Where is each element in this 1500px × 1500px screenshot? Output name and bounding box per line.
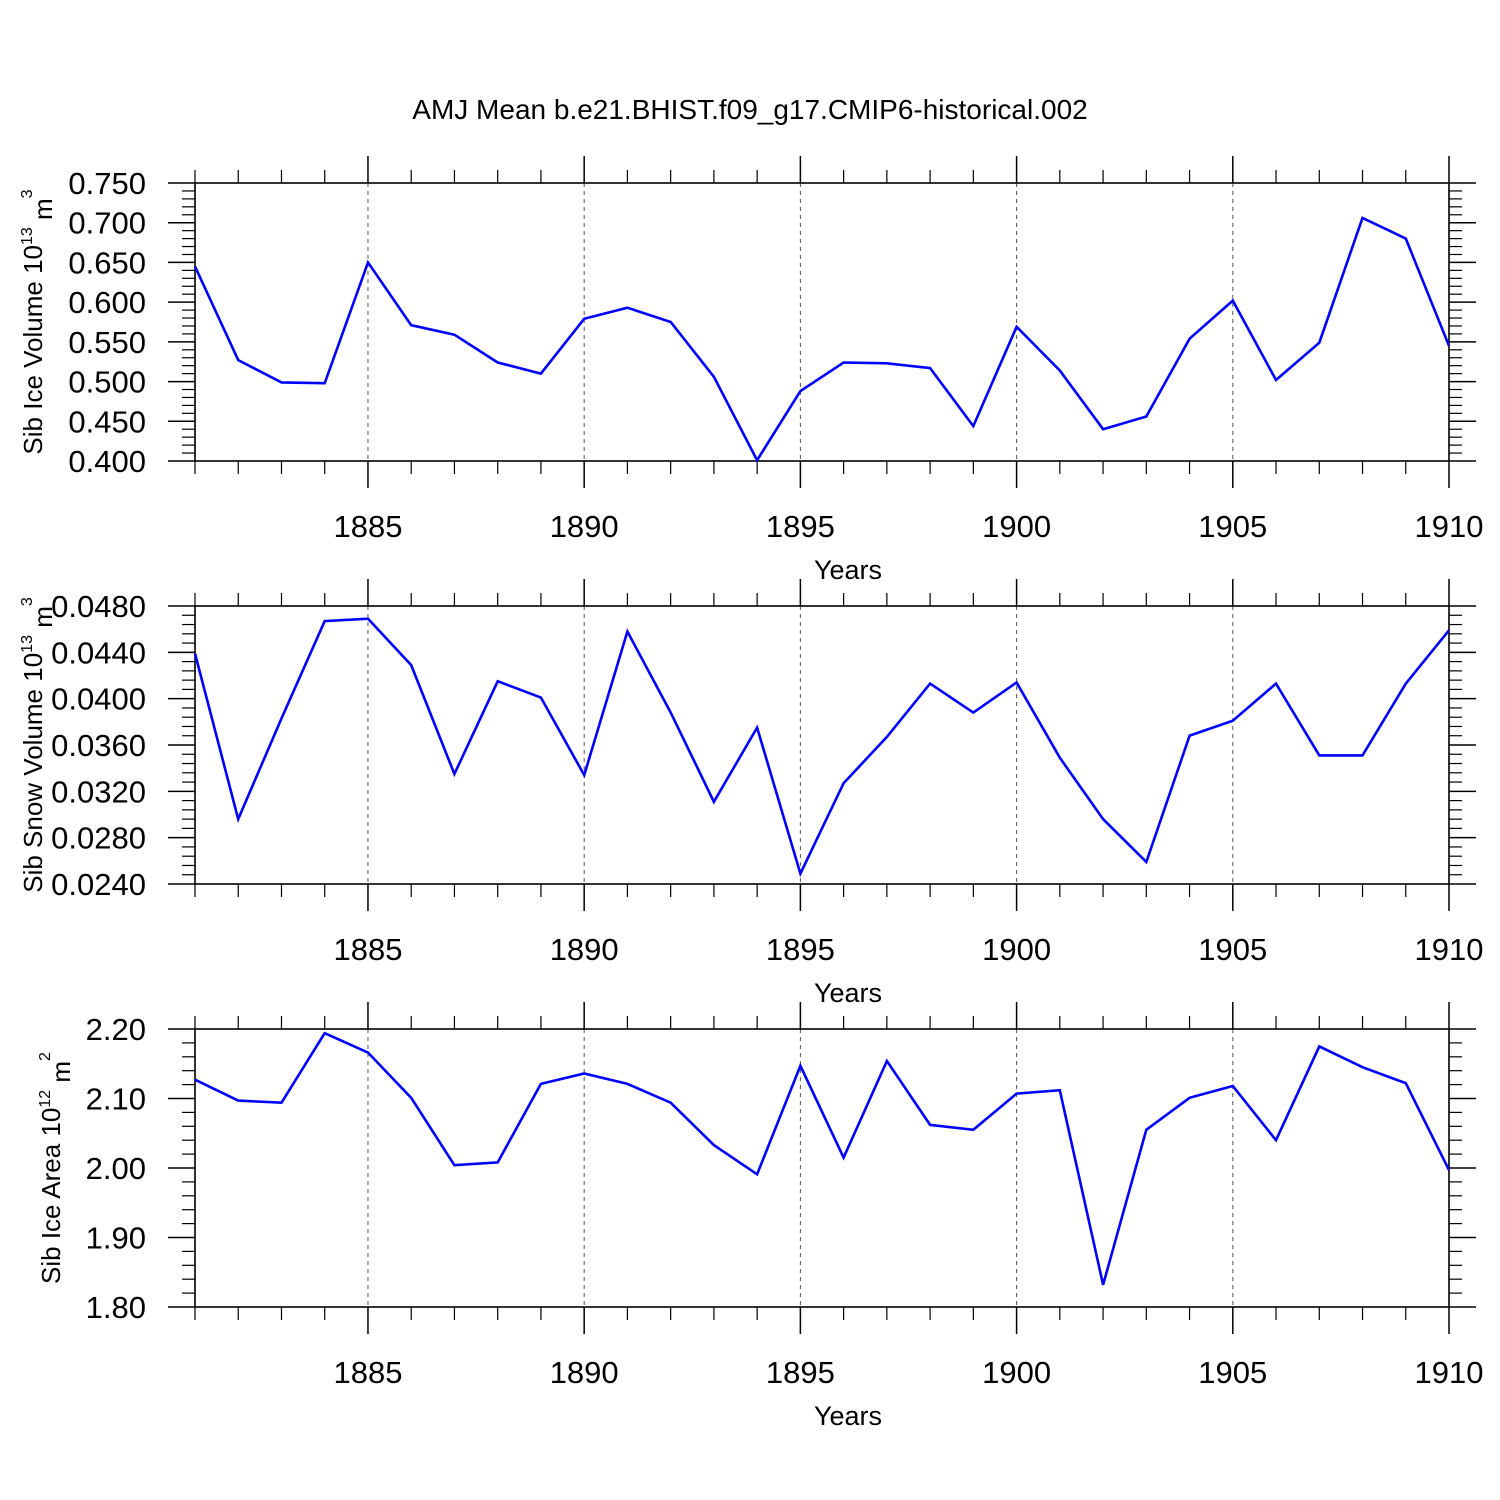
y-tick-label: 0.550 xyxy=(68,325,146,360)
y-tick-label: 0.400 xyxy=(68,444,146,479)
panel-1: 1885 1890 1895 1900 1905 1910 Years 0.400 0.450 0… xyxy=(18,156,1483,585)
x-tick-label: 1890 xyxy=(550,932,619,967)
x-tick-label: 1910 xyxy=(1415,932,1484,967)
x-axis-label: Years xyxy=(814,1401,882,1431)
plot-frame xyxy=(194,182,1450,462)
y-tick-label: 0.450 xyxy=(68,404,146,439)
x-tick-label: 1900 xyxy=(982,1355,1051,1390)
y-axis-label: Sib Snow Volume 1013 m3 xyxy=(18,597,58,893)
y-tick-label: 0.0280 xyxy=(51,821,146,856)
y-axis-label-ylabel-exp: 13 xyxy=(19,227,36,245)
x-tick-label: 1910 xyxy=(1415,509,1484,544)
y-tick-label: 0.0240 xyxy=(51,867,146,902)
y-axis-label-ylabel-main: Sib Ice Area 10 xyxy=(36,1108,66,1284)
panel-3: 1885 1890 1895 1900 1905 1910 Years 1.80 1.90 2.0… xyxy=(36,1002,1483,1431)
x-tick-label: 1885 xyxy=(333,1355,402,1390)
y-tick-label: 0.0440 xyxy=(51,635,146,670)
x-tick-label: 1905 xyxy=(1198,932,1267,967)
y-axis-label-ylabel-unit: m xyxy=(28,198,58,227)
y-tick-label: 1.80 xyxy=(86,1290,146,1325)
series-line-sib-ice-area xyxy=(194,1031,1451,1286)
y-axis-label-ylabel-main: Sib Ice Volume 10 xyxy=(18,245,48,455)
y-axis-label-ylabel-unit-exp: 2 xyxy=(37,1052,54,1061)
y-tick-label: 0.500 xyxy=(68,365,146,400)
y-tick-label: 0.0400 xyxy=(51,682,146,717)
y-tick-label: 0.650 xyxy=(68,245,146,280)
y-axis-label: Sib Ice Volume 1013 m3 xyxy=(18,189,58,454)
y-tick-label: 0.600 xyxy=(68,285,146,320)
y-tick-label: 2.10 xyxy=(86,1082,146,1117)
y-axis-label-ylabel-unit-exp: 3 xyxy=(19,189,36,198)
y-axis-label-ylabel-exp: 13 xyxy=(19,635,36,653)
y-tick-label: 0.0360 xyxy=(51,728,146,763)
x-tick-label: 1895 xyxy=(766,932,835,967)
x-tick-label: 1895 xyxy=(766,1355,835,1390)
x-tick-label: 1890 xyxy=(550,1355,619,1390)
plot-frame xyxy=(194,605,1450,885)
y-axis-label-ylabel-unit-exp: 3 xyxy=(19,597,36,606)
series-line-sib-snow-volume xyxy=(193,617,1451,878)
y-axis-label-ylabel-main: Sib Snow Volume 10 xyxy=(18,653,48,893)
x-tick-label: 1905 xyxy=(1198,509,1267,544)
y-tick-label: 1.90 xyxy=(86,1221,146,1256)
y-tick-label: 0.700 xyxy=(68,206,146,241)
x-tick-label: 1900 xyxy=(982,932,1051,967)
x-tick-label: 1895 xyxy=(766,509,835,544)
series-line-sib-ice-volume xyxy=(193,216,1451,463)
panel-2: 1885 1890 1895 1900 1905 1910 Years 0.0240 0.028… xyxy=(18,579,1483,1008)
y-tick-label: 0.750 xyxy=(68,166,146,201)
x-tick-label: 1885 xyxy=(333,509,402,544)
y-axis-label-ylabel-unit: m xyxy=(28,606,58,635)
y-tick-label: 2.00 xyxy=(86,1151,146,1186)
y-axis-label: Sib Ice Area 1012 m2 xyxy=(36,1052,76,1284)
figure-title: AMJ Mean b.e21.BHIST.f09_g17.CMIP6-histo… xyxy=(412,94,1087,125)
x-tick-label: 1900 xyxy=(982,509,1051,544)
y-axis-label-ylabel-exp: 12 xyxy=(37,1090,54,1108)
y-axis-label-ylabel-unit: m xyxy=(46,1061,76,1090)
x-tick-label: 1890 xyxy=(550,509,619,544)
y-tick-label: 0.0480 xyxy=(51,589,146,624)
x-tick-label: 1910 xyxy=(1415,1355,1484,1390)
x-tick-label: 1885 xyxy=(333,932,402,967)
x-tick-label: 1905 xyxy=(1198,1355,1267,1390)
x-axis-label: Years xyxy=(814,555,882,585)
y-tick-label: 2.20 xyxy=(86,1012,146,1047)
x-axis-label: Years xyxy=(814,978,882,1008)
y-tick-label: 0.0320 xyxy=(51,774,146,809)
